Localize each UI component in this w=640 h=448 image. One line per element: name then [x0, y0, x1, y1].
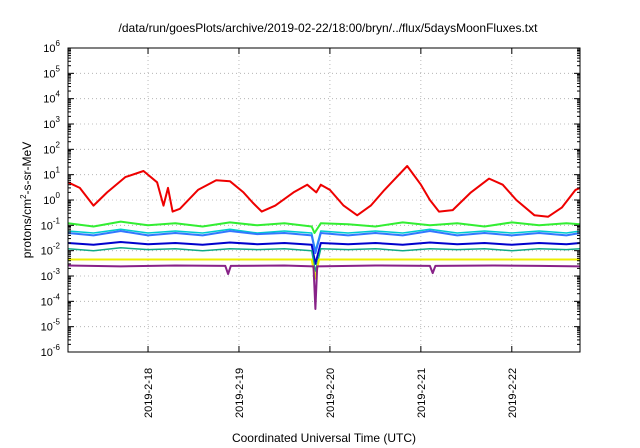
- y-tick-exponent: 6: [56, 39, 61, 48]
- x-tick-label: 2019-2-18: [143, 368, 155, 418]
- x-tick-label: 2019-2-22: [507, 368, 519, 418]
- series-line: [68, 258, 580, 280]
- y-tick-exponent: 5: [56, 64, 61, 73]
- y-tick-mantissa: 10: [43, 195, 55, 207]
- grid: [68, 48, 580, 352]
- series-line: [67, 165, 581, 218]
- y-tick-label: 104: [43, 90, 60, 106]
- y-tick-mantissa: 10: [43, 43, 55, 55]
- y-tick-mantissa: 10: [43, 94, 55, 106]
- y-tick-exponent: -3: [53, 267, 61, 276]
- y-tick-exponent: 0: [56, 191, 61, 200]
- y-tick-label: 101: [43, 166, 60, 182]
- y-tick-mantissa: 10: [41, 322, 53, 334]
- y-tick-exponent: -5: [53, 318, 61, 327]
- series-line: [67, 241, 581, 265]
- y-tick-mantissa: 10: [43, 119, 55, 131]
- y-tick-mantissa: 10: [43, 144, 55, 156]
- y-tick-exponent: -4: [53, 292, 61, 301]
- y-tick-label: 10-3: [41, 267, 61, 283]
- chart-title: /data/run/goesPlots/archive/2019-02-22/1…: [119, 21, 539, 35]
- y-tick-exponent: -1: [53, 216, 61, 225]
- y-tick-label: 105: [43, 64, 60, 80]
- y-tick-mantissa: 10: [43, 170, 55, 182]
- series-layer: [67, 165, 581, 310]
- y-tick-exponent: 2: [56, 140, 61, 149]
- y-tick-label: 10-2: [41, 242, 61, 258]
- y-tick-label: 10-1: [41, 216, 61, 232]
- y-tick-label: 103: [43, 115, 60, 131]
- y-axis-label: protons/cm2-s-sr-MeV: [19, 142, 34, 258]
- y-tick-mantissa: 10: [43, 68, 55, 80]
- y-tick-exponent: 1: [56, 166, 61, 175]
- y-tick-mantissa: 10: [41, 296, 53, 308]
- x-tick-label: 2019-2-19: [234, 368, 246, 418]
- x-tick-label: 2019-2-21: [416, 368, 428, 418]
- y-tick-label: 102: [43, 140, 60, 156]
- x-tick-label: 2019-2-20: [325, 368, 337, 418]
- y-tick-exponent: 3: [56, 115, 61, 124]
- y-axis-label-part: -s-sr-MeV: [20, 142, 34, 195]
- y-tick-exponent: 4: [56, 90, 61, 99]
- y-tick-label: 10-6: [41, 343, 61, 359]
- x-axis-label: Coordinated Universal Time (UTC): [232, 431, 416, 445]
- y-tick-label: 106: [43, 39, 60, 55]
- y-tick-label: 10-5: [41, 318, 61, 334]
- y-tick-mantissa: 10: [41, 220, 53, 232]
- y-tick-mantissa: 10: [41, 347, 53, 359]
- y-tick-exponent: -2: [53, 242, 61, 251]
- y-tick-mantissa: 10: [41, 271, 53, 283]
- series-line: [67, 230, 581, 255]
- series-line: [67, 264, 581, 310]
- y-tick-label: 100: [43, 191, 60, 207]
- y-tick-mantissa: 10: [41, 246, 53, 258]
- series-line: [67, 220, 581, 234]
- y-tick-label: 10-4: [41, 292, 61, 308]
- y-axis-label-superscript: 2: [19, 194, 28, 199]
- ticks: 10-610-510-410-310-210-11001011021031041…: [41, 39, 580, 418]
- y-axis-label-part: protons/cm: [20, 199, 34, 258]
- y-tick-exponent: -6: [53, 343, 61, 352]
